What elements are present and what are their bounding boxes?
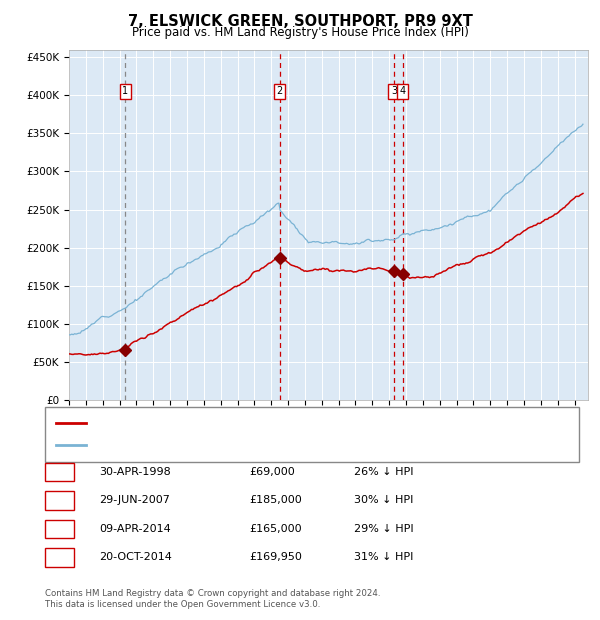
Text: £169,950: £169,950: [249, 552, 302, 562]
Text: 29-JUN-2007: 29-JUN-2007: [99, 495, 170, 505]
Text: 30-APR-1998: 30-APR-1998: [99, 467, 171, 477]
Text: £165,000: £165,000: [249, 524, 302, 534]
Text: 26% ↓ HPI: 26% ↓ HPI: [354, 467, 413, 477]
Text: 1: 1: [122, 86, 128, 97]
Text: 3: 3: [391, 86, 397, 97]
Text: 4: 4: [400, 86, 406, 97]
Text: 31% ↓ HPI: 31% ↓ HPI: [354, 552, 413, 562]
Text: 3: 3: [56, 524, 63, 534]
Text: 1: 1: [56, 467, 63, 477]
Text: 30% ↓ HPI: 30% ↓ HPI: [354, 495, 413, 505]
Text: 7, ELSWICK GREEN, SOUTHPORT, PR9 9XT (detached house): 7, ELSWICK GREEN, SOUTHPORT, PR9 9XT (de…: [93, 418, 407, 428]
Text: 20-OCT-2014: 20-OCT-2014: [99, 552, 172, 562]
Text: £69,000: £69,000: [249, 467, 295, 477]
Text: HPI: Average price, detached house, Sefton: HPI: Average price, detached house, Seft…: [93, 440, 320, 450]
Text: 29% ↓ HPI: 29% ↓ HPI: [354, 524, 413, 534]
Text: £185,000: £185,000: [249, 495, 302, 505]
Text: 09-APR-2014: 09-APR-2014: [99, 524, 171, 534]
Text: 7, ELSWICK GREEN, SOUTHPORT, PR9 9XT: 7, ELSWICK GREEN, SOUTHPORT, PR9 9XT: [128, 14, 472, 29]
Text: 2: 2: [277, 86, 283, 97]
Text: 4: 4: [56, 552, 63, 562]
Text: 2: 2: [56, 495, 63, 505]
Text: Price paid vs. HM Land Registry's House Price Index (HPI): Price paid vs. HM Land Registry's House …: [131, 26, 469, 39]
Text: Contains HM Land Registry data © Crown copyright and database right 2024.
This d: Contains HM Land Registry data © Crown c…: [45, 590, 380, 609]
